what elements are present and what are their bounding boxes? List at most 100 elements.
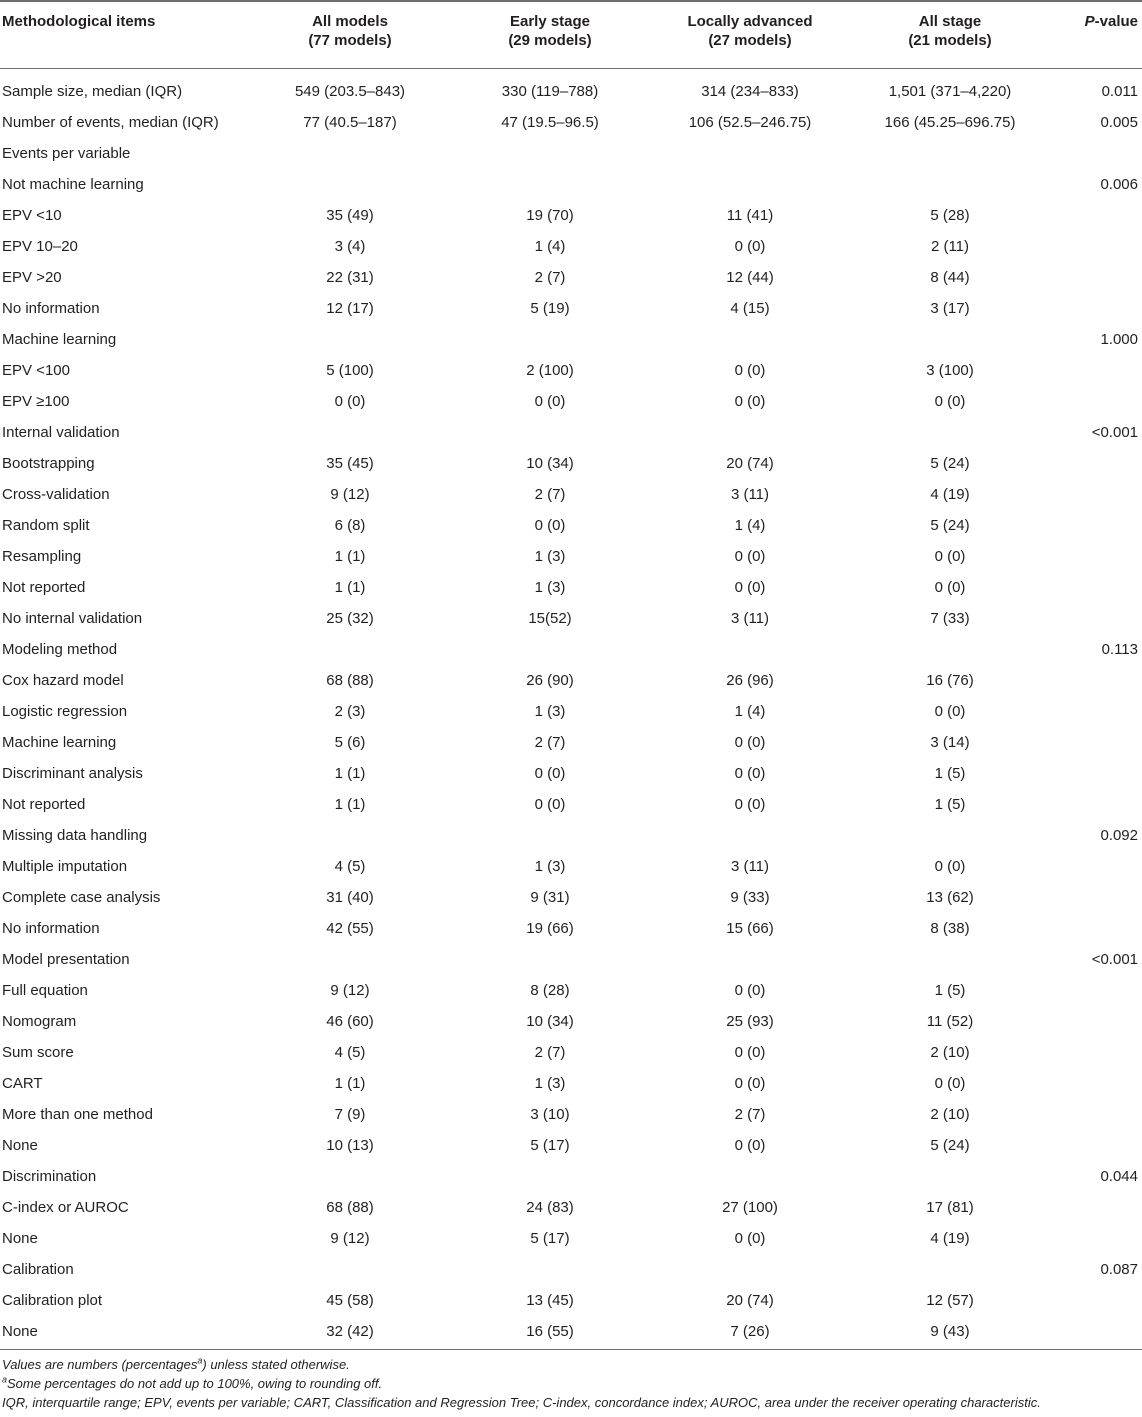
cell-all-stage: 0 (0) — [934, 703, 966, 720]
table-row: CART 1 (1) 1 (3) 0 (0) 0 (0) — [0, 1068, 1142, 1099]
cell-locally-advanced: 12 (44) — [726, 269, 774, 286]
cell-p-value: 0.113 — [1101, 641, 1138, 658]
table-row: None 9 (12) 5 (17) 0 (0) 4 (19) — [0, 1223, 1142, 1254]
row-label: C-index or AUROC — [2, 1199, 129, 1216]
cell-all-models: 35 (49) — [326, 207, 374, 224]
cell-locally-advanced: 15 (66) — [726, 920, 774, 937]
table-row: EPV 10–20 3 (4) 1 (4) 0 (0) 2 (11) — [0, 231, 1142, 262]
cell-all-stage — [850, 634, 1050, 665]
cell-all-stage — [850, 944, 1050, 975]
cell-early-stage: 13 (45) — [526, 1292, 574, 1309]
row-label: None — [2, 1137, 38, 1154]
cell-all-models: 42 (55) — [326, 920, 374, 937]
cell-early-stage: 1 (3) — [534, 703, 566, 720]
cell-all-stage — [850, 1161, 1050, 1192]
cell-all-stage: 1,501 (371–4,220) — [888, 83, 1012, 100]
cell-early-stage: 2 (7) — [534, 486, 566, 503]
table-row: Model presentation <0.001 — [0, 944, 1142, 975]
cell-all-models: 1 (1) — [334, 579, 366, 596]
table-row: Discriminant analysis 1 (1) 0 (0) 0 (0) 1 (5… — [0, 758, 1142, 789]
cell-early-stage: 1 (3) — [534, 1075, 566, 1092]
row-label: Cross-validation — [2, 486, 110, 503]
row-label: Cox hazard model — [2, 672, 124, 689]
cell-locally-advanced: 3 (11) — [730, 610, 770, 627]
cell-p-value — [1050, 231, 1142, 262]
cell-p-value — [1050, 758, 1142, 789]
cell-locally-advanced: 27 (100) — [722, 1199, 778, 1216]
cell-early-stage: 26 (90) — [526, 672, 574, 689]
cell-locally-advanced — [650, 169, 850, 200]
row-label: Full equation — [2, 982, 88, 999]
row-label: EPV <100 — [2, 362, 70, 379]
table-row: Calibration 0.087 — [0, 1254, 1142, 1285]
cell-p-value — [1050, 1285, 1142, 1316]
table-row: Discrimination 0.044 — [0, 1161, 1142, 1192]
cell-all-stage: 0 (0) — [934, 1075, 966, 1092]
cell-all-stage: 17 (81) — [926, 1199, 974, 1216]
table-row: Number of events, median (IQR) 77 (40.5–1… — [0, 107, 1142, 138]
table-row: No internal validation 25 (32) 15(52) 3 (11… — [0, 603, 1142, 634]
row-label: Calibration — [2, 1261, 74, 1278]
cell-all-stage: 1 (5) — [934, 765, 966, 782]
cell-all-stage: 0 (0) — [934, 393, 966, 410]
cell-locally-advanced: 11 (41) — [726, 207, 774, 224]
row-label: No information — [2, 300, 100, 317]
cell-all-models: 32 (42) — [326, 1323, 374, 1340]
cell-all-models: 12 (17) — [326, 300, 374, 317]
cell-p-value: 0.092 — [1100, 827, 1138, 844]
cell-locally-advanced: 0 (0) — [734, 1075, 766, 1092]
cell-all-stage: 1 (5) — [934, 796, 966, 813]
row-label: Missing data handling — [2, 827, 148, 844]
cell-early-stage: 5 (17) — [530, 1137, 570, 1154]
row-label: Model presentation — [2, 951, 130, 968]
table-row: Sample size, median (IQR) 549 (203.5–843)… — [0, 72, 1142, 107]
cell-p-value — [1050, 386, 1142, 417]
cell-locally-advanced: 3 (11) — [730, 858, 770, 875]
cell-p-value: 0.011 — [1101, 83, 1138, 100]
row-label: Nomogram — [2, 1013, 77, 1030]
cell-all-models — [250, 634, 450, 665]
cell-early-stage — [450, 944, 650, 975]
cell-all-models: 5 (6) — [334, 734, 366, 751]
cell-all-stage: 16 (76) — [926, 672, 974, 689]
cell-all-models: 1 (1) — [334, 1075, 366, 1092]
footnote-abbreviations: IQR, interquartile range; EPV, events pe… — [2, 1395, 1041, 1410]
cell-all-stage: 0 (0) — [934, 858, 966, 875]
cell-early-stage: 8 (28) — [530, 982, 570, 999]
cell-p-value — [1050, 789, 1142, 820]
row-label: EPV ≥100 — [2, 393, 70, 410]
cell-all-models: 1 (1) — [334, 796, 366, 813]
cell-early-stage: 330 (119–788) — [501, 83, 599, 100]
cell-p-value: 0.005 — [1100, 114, 1138, 131]
cell-all-models: 5 (100) — [326, 362, 374, 379]
cell-all-stage: 8 (38) — [930, 920, 970, 937]
cell-all-models — [250, 169, 450, 200]
cell-early-stage: 9 (31) — [530, 889, 570, 906]
cell-locally-advanced: 3 (11) — [730, 486, 770, 503]
cell-p-value — [1050, 727, 1142, 758]
table-row: Calibration plot 45 (58) 13 (45) 20 (74) 12 … — [0, 1285, 1142, 1316]
row-label: Random split — [2, 517, 90, 534]
cell-early-stage: 5 (17) — [530, 1230, 570, 1247]
cell-all-stage: 5 (24) — [930, 517, 970, 534]
cell-all-models — [250, 417, 450, 448]
cell-all-models: 46 (60) — [326, 1013, 374, 1030]
cell-early-stage: 0 (0) — [534, 393, 566, 410]
cell-locally-advanced: 0 (0) — [734, 796, 766, 813]
table-row: EPV <10 35 (49) 19 (70) 11 (41) 5 (28) — [0, 200, 1142, 231]
cell-all-models — [250, 944, 450, 975]
table-footnotes: Values are numbers (percentagesa) unless… — [2, 1355, 1041, 1412]
cell-early-stage: 47 (19.5–96.5) — [501, 114, 599, 131]
row-label: Resampling — [2, 548, 82, 565]
cell-locally-advanced: 314 (234–833) — [701, 83, 799, 100]
row-label: EPV 10–20 — [2, 238, 78, 255]
cell-all-models: 35 (45) — [326, 455, 374, 472]
cell-all-stage: 11 (52) — [926, 1013, 974, 1030]
cell-all-stage: 2 (10) — [930, 1106, 970, 1123]
cell-locally-advanced: 0 (0) — [734, 238, 766, 255]
cell-p-value: 1.000 — [1100, 331, 1138, 348]
header-all-models: All models (77 models) — [308, 13, 392, 49]
cell-locally-advanced: 7 (26) — [730, 1323, 770, 1340]
row-label: Number of events, median (IQR) — [2, 114, 219, 131]
cell-locally-advanced: 0 (0) — [734, 734, 766, 751]
